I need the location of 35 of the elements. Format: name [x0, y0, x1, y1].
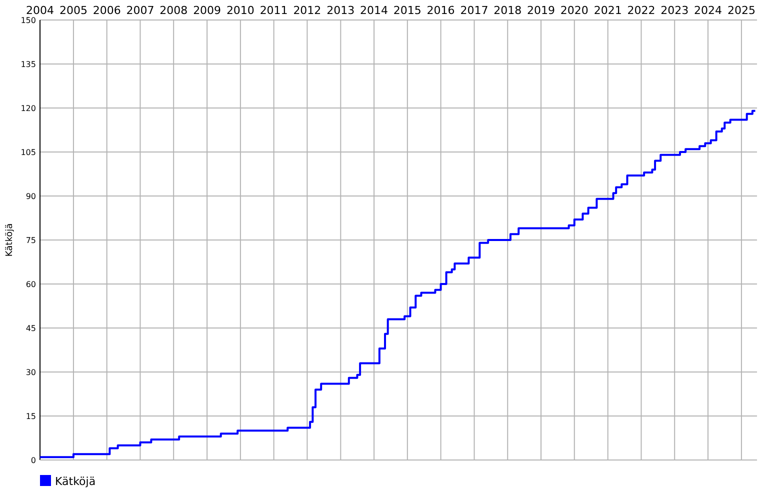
y-tick-label: 135 — [20, 60, 36, 69]
x-tick-label: 2021 — [594, 4, 622, 17]
x-tick-label: 2022 — [627, 4, 656, 17]
x-tick-label: 2019 — [527, 4, 556, 17]
x-tick-label: 2017 — [460, 4, 488, 17]
y-tick-label: 45 — [26, 324, 36, 333]
x-tick-label: 2007 — [126, 4, 154, 17]
x-tick-label: 2011 — [260, 4, 288, 17]
x-tick-label: 2012 — [293, 4, 322, 17]
x-tick-label: 2006 — [92, 4, 121, 17]
y-tick-label: 105 — [20, 148, 36, 157]
y-tick-label: 30 — [26, 368, 36, 377]
x-tick-label: 2009 — [193, 4, 222, 17]
y-tick-label: 0 — [30, 456, 36, 465]
x-tick-label: 2013 — [326, 4, 355, 17]
legend-label: Kätköjä — [55, 475, 96, 488]
x-tick-label: 2004 — [26, 4, 54, 17]
x-tick-label: 2024 — [694, 4, 722, 17]
y-tick-label: 90 — [26, 192, 36, 201]
x-tick-label: 2018 — [494, 4, 522, 17]
x-tick-label: 2015 — [393, 4, 422, 17]
y-tick-label: 120 — [20, 104, 36, 113]
x-tick-label: 2008 — [160, 4, 188, 17]
y-axis-title: Kätköjä — [5, 223, 15, 257]
x-tick-label: 2020 — [560, 4, 588, 17]
y-tick-label: 15 — [26, 412, 36, 421]
x-tick-label: 2010 — [226, 4, 254, 17]
y-tick-label: 60 — [26, 280, 36, 289]
x-tick-label: 2014 — [360, 4, 388, 17]
x-tick-label: 2025 — [727, 4, 756, 17]
x-tick-label: 2005 — [59, 4, 88, 17]
x-tick-label: 2016 — [426, 4, 455, 17]
x-tick-label: 2023 — [660, 4, 689, 17]
y-tick-label: 150 — [20, 16, 36, 25]
y-tick-label: 75 — [26, 236, 36, 245]
